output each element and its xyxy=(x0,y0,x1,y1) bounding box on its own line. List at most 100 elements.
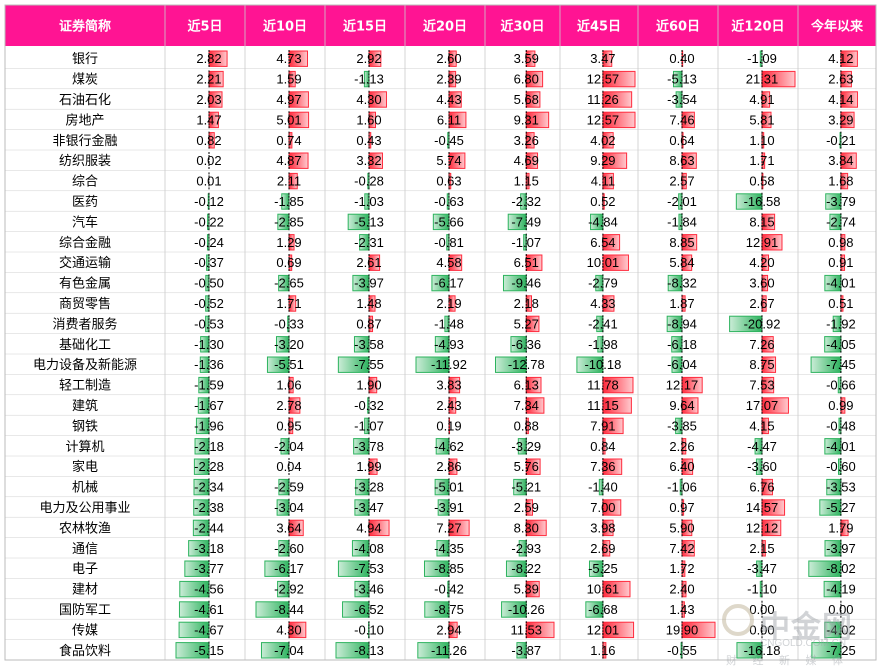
data-bar xyxy=(525,315,540,333)
cell-value: 4.73 xyxy=(276,51,301,66)
cell-value: 0.95 xyxy=(276,418,301,433)
data-bar xyxy=(353,336,370,353)
data-bar xyxy=(525,132,535,149)
cell-value: -1.06 xyxy=(667,480,697,495)
data-bar xyxy=(840,295,844,312)
cell-value: 2.82 xyxy=(196,51,221,66)
data-bar xyxy=(761,478,773,496)
data-bar xyxy=(678,193,683,210)
data-bar xyxy=(602,50,613,67)
data-bar xyxy=(354,499,370,516)
cell-value: 6.54 xyxy=(590,235,615,250)
data-bar xyxy=(193,499,210,516)
data-bar xyxy=(448,50,457,67)
data-bar xyxy=(347,213,370,231)
cell-value: 4.11 xyxy=(591,174,615,189)
cell-value: -4.35 xyxy=(434,541,464,556)
cell-value: 0.74 xyxy=(276,133,301,148)
cell-value: -1.85 xyxy=(274,194,304,209)
cell-value: 5.68 xyxy=(514,92,539,107)
data-bar xyxy=(735,193,763,210)
header-col-4: 近20日 xyxy=(423,19,467,35)
cell-value: 2.18 xyxy=(514,296,539,311)
cell-value: -9.46 xyxy=(511,276,541,291)
data-bar xyxy=(437,499,450,516)
cell-value: -2.44 xyxy=(194,520,224,535)
data-bar xyxy=(194,438,210,455)
cell-value: -1.07 xyxy=(354,418,384,433)
cngold-logo-icon xyxy=(722,604,754,636)
data-bar xyxy=(819,499,842,516)
cell-value: 6.40 xyxy=(669,459,694,474)
cell-value: 2.19 xyxy=(436,296,461,311)
cell-value: 1.90 xyxy=(356,378,381,393)
cell-value: 3.83 xyxy=(436,378,461,393)
data-bar xyxy=(829,213,842,231)
data-bar xyxy=(446,193,450,210)
data-bar xyxy=(288,111,310,129)
cell-value: -2.34 xyxy=(194,480,224,495)
data-bar xyxy=(448,397,457,414)
data-bar xyxy=(761,499,786,516)
data-bar xyxy=(444,315,450,333)
data-bar xyxy=(602,458,623,475)
data-bar xyxy=(432,213,450,231)
cell-value: 1.68 xyxy=(828,174,853,189)
cell-value: 2.39 xyxy=(436,72,461,87)
cell-value: -4.61 xyxy=(194,602,224,617)
data-bar xyxy=(288,234,295,251)
cell-value: -4.93 xyxy=(434,337,464,352)
data-bar xyxy=(810,356,842,373)
data-bar xyxy=(368,152,383,169)
cell-value: 0.99 xyxy=(828,398,853,413)
data-bar xyxy=(667,274,683,292)
row-name: 交通运输 xyxy=(59,255,111,271)
data-bar xyxy=(681,111,695,129)
cell-value: -0.28 xyxy=(354,174,384,189)
cell-value: -5.66 xyxy=(434,214,464,229)
data-bar xyxy=(207,213,210,231)
cell-value: 2.92 xyxy=(356,51,381,66)
cell-value: -3.29 xyxy=(511,439,541,454)
cell-value: 1.10 xyxy=(749,133,774,148)
data-bar xyxy=(205,295,210,312)
watermark-sub: CNGOLD.COM.CN xyxy=(760,638,847,649)
data-bar xyxy=(192,519,210,537)
cell-value: -6.52 xyxy=(354,602,384,617)
cell-value: 3.60 xyxy=(749,276,774,291)
cell-value: 9.29 xyxy=(590,153,615,168)
data-bar xyxy=(761,519,782,537)
data-bar xyxy=(368,315,374,333)
data-bar xyxy=(351,540,370,557)
cell-value: 9.31 xyxy=(514,112,539,127)
data-bar xyxy=(188,540,210,557)
cell-value: -1.30 xyxy=(194,337,224,352)
data-bar xyxy=(840,111,855,129)
cell-value: -4.56 xyxy=(194,582,224,597)
row-name: 通信 xyxy=(72,542,98,557)
data-bar xyxy=(255,601,290,618)
data-bar xyxy=(353,438,370,455)
data-bar xyxy=(517,438,527,455)
data-bar xyxy=(276,499,290,516)
cell-value: 8.85 xyxy=(669,235,694,250)
data-bar xyxy=(435,438,450,455)
cell-value: 4.33 xyxy=(590,296,615,311)
data-bar xyxy=(602,438,606,455)
cell-value: 3.47 xyxy=(590,51,615,66)
row-name: 电力设备及新能源 xyxy=(33,357,137,373)
data-bar xyxy=(364,193,370,210)
cell-value: 5.74 xyxy=(436,153,461,168)
data-bar xyxy=(179,580,210,598)
cell-value: -7.04 xyxy=(274,643,304,658)
cell-value: -0.60 xyxy=(826,459,856,474)
cell-value: 5.76 xyxy=(514,459,539,474)
data-bar xyxy=(525,458,541,475)
cell-value: 12.91 xyxy=(746,235,779,250)
cell-value: 17.07 xyxy=(746,398,779,413)
cell-value: -10.26 xyxy=(508,602,545,617)
cell-value: 11.78 xyxy=(587,378,619,393)
data-bar xyxy=(761,540,766,557)
cell-value: -6.04 xyxy=(667,357,697,372)
cell-value: 2.11 xyxy=(277,174,301,189)
